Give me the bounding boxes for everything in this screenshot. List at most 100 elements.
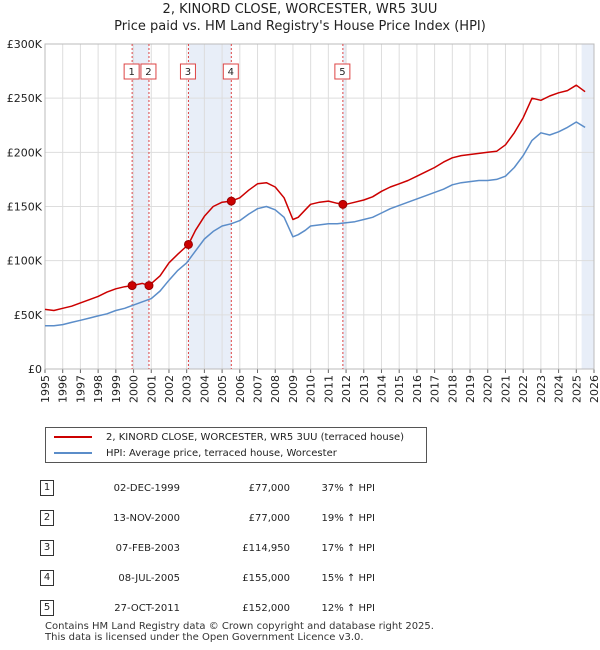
footer-copyright: Contains HM Land Registry data © Crown c…: [45, 621, 434, 632]
x-tick-label: 2010: [305, 375, 318, 403]
sale-point: [183, 239, 193, 249]
plot-area: [44, 43, 595, 370]
marker-label-box: [123, 63, 140, 80]
y-tick-label: £150K: [7, 201, 43, 214]
transaction-hpi: 19% ↑ HPI: [321, 512, 375, 524]
y-tick-label: £200K: [7, 146, 43, 159]
transaction-number: 1: [40, 480, 54, 496]
x-tick-label: 2000: [128, 375, 141, 403]
x-tick-label: 2012: [340, 375, 353, 403]
transaction-price: £152,000: [242, 602, 290, 614]
y-tick-label: £0: [28, 363, 42, 376]
sale-point: [338, 199, 348, 209]
legend-item-hpi: HPI: Average price, terraced house, Worc…: [54, 446, 337, 460]
transaction-number-cell: 2: [40, 503, 60, 533]
x-tick-label: 2015: [393, 375, 406, 403]
legend-swatch-hpi: [54, 452, 92, 454]
x-tick-label: 2017: [429, 375, 442, 403]
transaction-number: 4: [40, 570, 54, 586]
legend-label-hpi: HPI: Average price, terraced house, Worc…: [106, 447, 337, 459]
marker-label: 4: [228, 67, 234, 78]
x-tick-label: 2016: [411, 375, 424, 403]
x-tick-label: 2001: [145, 375, 158, 403]
x-tick-label: 1997: [74, 375, 87, 403]
marker-label: 2: [145, 67, 151, 78]
legend-swatch-property: [54, 436, 92, 438]
x-tick-label: 2004: [198, 375, 211, 403]
y-tick-label: £300K: [7, 38, 43, 51]
x-tick-label: 2020: [482, 375, 495, 403]
x-tick-label: 1996: [57, 375, 70, 403]
x-tick-label: 2026: [588, 375, 600, 403]
table-row: 3 07-FEB-2003 £114,950 17% ↑ HPI: [40, 533, 375, 563]
sale-point: [226, 196, 236, 206]
x-tick-label: 2021: [499, 375, 512, 403]
legend-item-property: 2, KINORD CLOSE, WORCESTER, WR5 3UU (ter…: [54, 430, 404, 444]
transaction-date: 07-FEB-2003: [115, 542, 180, 554]
marker-label: 5: [339, 67, 345, 78]
marker-label-box: [179, 63, 196, 80]
x-tick-label: 2006: [234, 375, 247, 403]
x-tick-label: 2009: [287, 375, 300, 403]
transaction-date: 13-NOV-2000: [113, 512, 180, 524]
series-line-hpi: [45, 121, 586, 327]
footer: Contains HM Land Registry data © Crown c…: [45, 621, 434, 643]
transaction-number: 2: [40, 510, 54, 526]
transaction-number: 3: [40, 540, 54, 556]
sale-point: [127, 281, 137, 291]
series-line-property: [44, 84, 586, 312]
x-tick-label: 2002: [163, 375, 176, 403]
marker-label: 3: [185, 67, 191, 78]
transaction-hpi: 17% ↑ HPI: [321, 542, 375, 554]
x-tick-label: 2013: [358, 375, 371, 403]
transaction-price: £77,000: [248, 512, 290, 524]
marker-label-box: [334, 63, 351, 80]
x-tick-label: 2008: [269, 375, 282, 403]
transactions-table: 1 02-DEC-1999 £77,000 37% ↑ HPI 2 13-NOV-2000…: [40, 473, 375, 623]
x-tick-label: 2014: [375, 375, 388, 403]
marker-label: 1: [128, 67, 134, 78]
x-tick-label: 2011: [322, 375, 335, 403]
x-tick-label: 1995: [39, 375, 52, 403]
transaction-number-cell: 4: [40, 563, 60, 593]
x-tick-label: 2003: [181, 375, 194, 403]
x-tick-label: 2007: [252, 375, 265, 403]
x-tick-label: 2022: [517, 375, 530, 403]
x-tick-label: 2025: [570, 375, 583, 403]
x-tick-label: 2005: [216, 375, 229, 403]
transaction-price: £155,000: [242, 572, 290, 584]
chart-title: 2, KINORD CLOSE, WORCESTER, WR5 3UU: [162, 2, 438, 17]
transaction-date: 02-DEC-1999: [113, 482, 180, 494]
x-tick-label: 1998: [92, 375, 105, 403]
x-tick-label: 2023: [535, 375, 548, 403]
transaction-number-cell: 1: [40, 473, 60, 503]
y-tick-label: £50K: [14, 309, 43, 322]
transaction-number-cell: 3: [40, 533, 60, 563]
legend-label-property: 2, KINORD CLOSE, WORCESTER, WR5 3UU (ter…: [106, 431, 405, 443]
transaction-hpi: 37% ↑ HPI: [321, 482, 375, 494]
x-tick-label: 2024: [553, 375, 566, 403]
table-row: 1 02-DEC-1999 £77,000 37% ↑ HPI: [40, 473, 375, 503]
table-row: 5 27-OCT-2011 £152,000 12% ↑ HPI: [40, 593, 375, 623]
transaction-price: £77,000: [248, 482, 290, 494]
chart-subtitle: Price paid vs. HM Land Registry's House …: [114, 19, 486, 34]
transaction-date: 08-JUL-2005: [118, 572, 180, 584]
transaction-hpi: 12% ↑ HPI: [321, 602, 375, 614]
transaction-date: 27-OCT-2011: [114, 602, 180, 614]
table-row: 4 08-JUL-2005 £155,000 15% ↑ HPI: [40, 563, 375, 593]
transaction-price: £114,950: [242, 542, 290, 554]
x-tick-label: 2018: [446, 375, 459, 403]
footer-licence: This data is licensed under the Open Gov…: [45, 632, 364, 643]
price-chart: £0 £50K £100K £150K £200K £250K £300K 1995 1996 1…: [7, 38, 600, 403]
marker-label-box: [140, 63, 157, 80]
transaction-hpi: 15% ↑ HPI: [321, 572, 375, 584]
transaction-number: 5: [40, 600, 54, 616]
marker-label-box: [222, 63, 239, 80]
table-row: 2 13-NOV-2000 £77,000 19% ↑ HPI: [40, 503, 375, 533]
y-tick-label: £250K: [7, 92, 43, 105]
y-tick-label: £100K: [7, 255, 43, 268]
x-tick-label: 1999: [110, 375, 123, 403]
x-tick-label: 2019: [464, 375, 477, 403]
sale-point: [144, 281, 154, 291]
legend: 2, KINORD CLOSE, WORCESTER, WR5 3UU (ter…: [45, 427, 427, 463]
